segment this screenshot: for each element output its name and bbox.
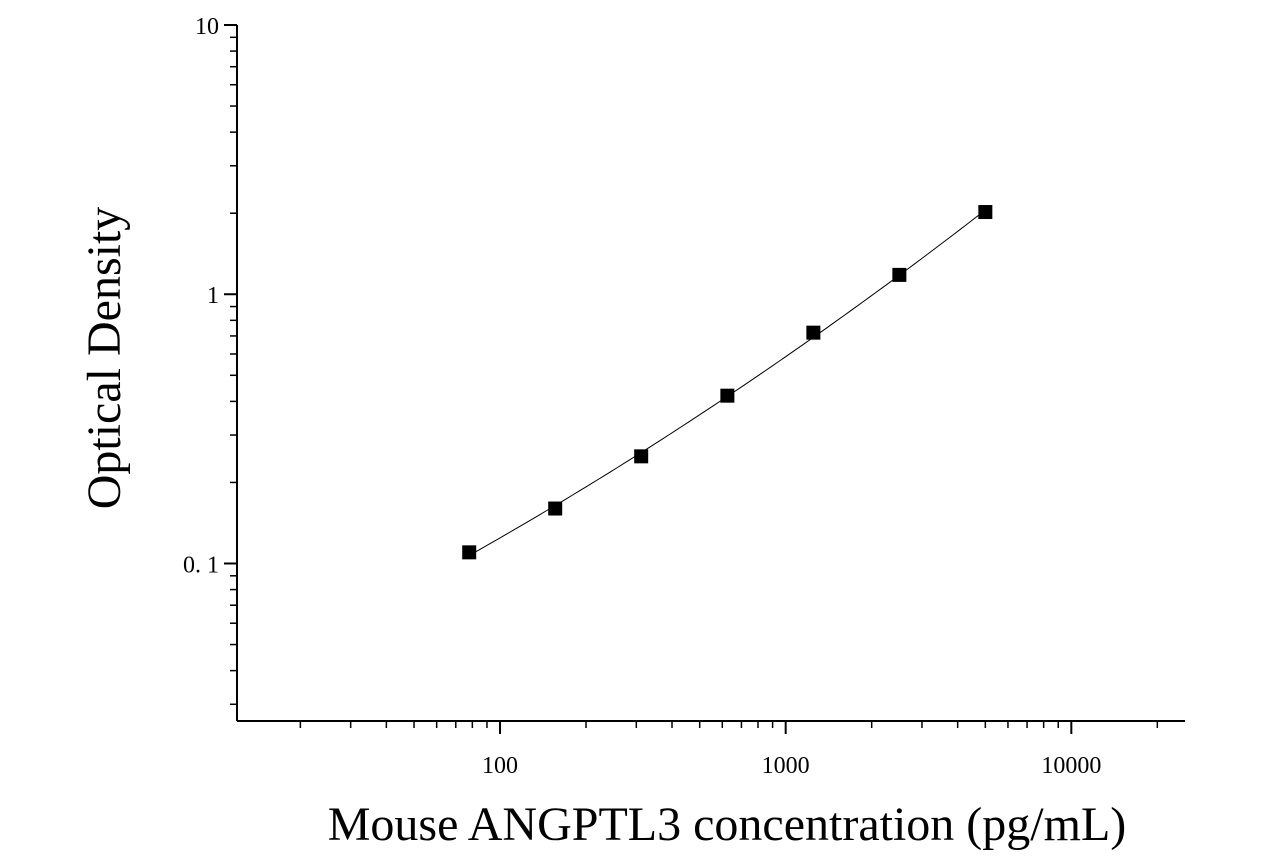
x-tick-label: 100 bbox=[482, 753, 518, 779]
data-points bbox=[462, 205, 993, 560]
y-tick-label: 0. 1 bbox=[183, 552, 219, 578]
tick-labels: 100 1000 10000 0. 1 1 10 bbox=[183, 14, 1101, 779]
x-tick-label: 10000 bbox=[1041, 753, 1101, 779]
fit-curve-layer bbox=[468, 209, 986, 556]
data-point bbox=[548, 501, 563, 516]
data-point bbox=[634, 449, 649, 464]
data-point bbox=[806, 325, 821, 340]
x-tick-label: 1000 bbox=[762, 753, 810, 779]
axes bbox=[236, 25, 1185, 722]
x-axis-title: Mouse ANGPTL3 concentration (pg/mL) bbox=[328, 798, 1127, 851]
data-point bbox=[462, 545, 477, 560]
fit-curve-line bbox=[468, 209, 986, 556]
axis-ticks bbox=[224, 24, 1159, 734]
y-tick-label: 10 bbox=[195, 14, 219, 40]
y-tick-label: 1 bbox=[207, 283, 219, 309]
data-point bbox=[978, 205, 993, 220]
y-axis-title: Optical Density bbox=[78, 207, 131, 510]
data-point bbox=[892, 267, 907, 282]
data-point bbox=[720, 388, 735, 403]
